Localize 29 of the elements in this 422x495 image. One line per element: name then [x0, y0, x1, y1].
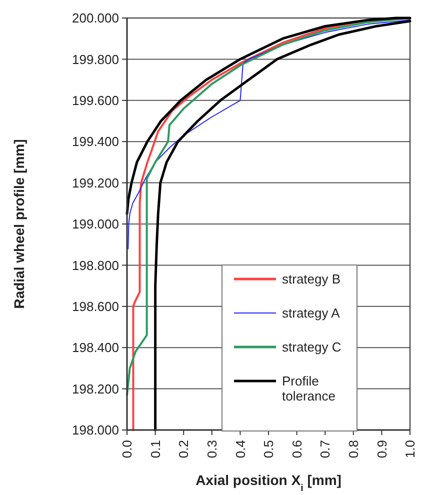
- legend-label: strategy C: [282, 340, 342, 355]
- x-tick-label: 0.6: [289, 440, 304, 458]
- y-tick-label: 198.400: [72, 340, 119, 356]
- y-tick-label: 199.400: [72, 134, 119, 150]
- y-tick-label: 199.800: [72, 52, 119, 67]
- y-tick-label: 198.200: [72, 381, 119, 396]
- legend-label: strategy A: [282, 306, 340, 321]
- y-tick-label: 198.000: [72, 422, 119, 438]
- line-series: [128, 20, 410, 250]
- x-tick-label: 0.8: [346, 440, 361, 458]
- y-axis-title: Radial wheel profile [mm]: [11, 139, 27, 309]
- y-tick-label: 198.600: [72, 298, 119, 314]
- x-tick-label: 1.0: [402, 440, 418, 458]
- y-tick-label: 199.200: [72, 175, 119, 190]
- y-tick-label: 200.000: [72, 10, 119, 26]
- x-axis-title: Axial position X$_{i}$ [mm]: [196, 472, 342, 494]
- x-tick-label: 0.5: [261, 440, 276, 458]
- x-tick-label: 0.1: [148, 440, 163, 458]
- x-tick-label: 0.0: [120, 440, 135, 458]
- x-tick-label: 0.3: [204, 440, 220, 458]
- x-tick-label: 0.9: [374, 440, 390, 458]
- y-tick-label: 198.800: [72, 258, 119, 273]
- x-tick-label: 0.2: [176, 440, 192, 458]
- x-tick-label: 0.4: [232, 440, 248, 458]
- x-tick-label: 0.7: [318, 440, 333, 458]
- y-tick-label: 199.000: [72, 216, 119, 232]
- legend-label: strategy B: [282, 272, 341, 287]
- legend-label: Profile tolerance: [282, 374, 336, 404]
- y-tick-label: 199.600: [72, 92, 119, 108]
